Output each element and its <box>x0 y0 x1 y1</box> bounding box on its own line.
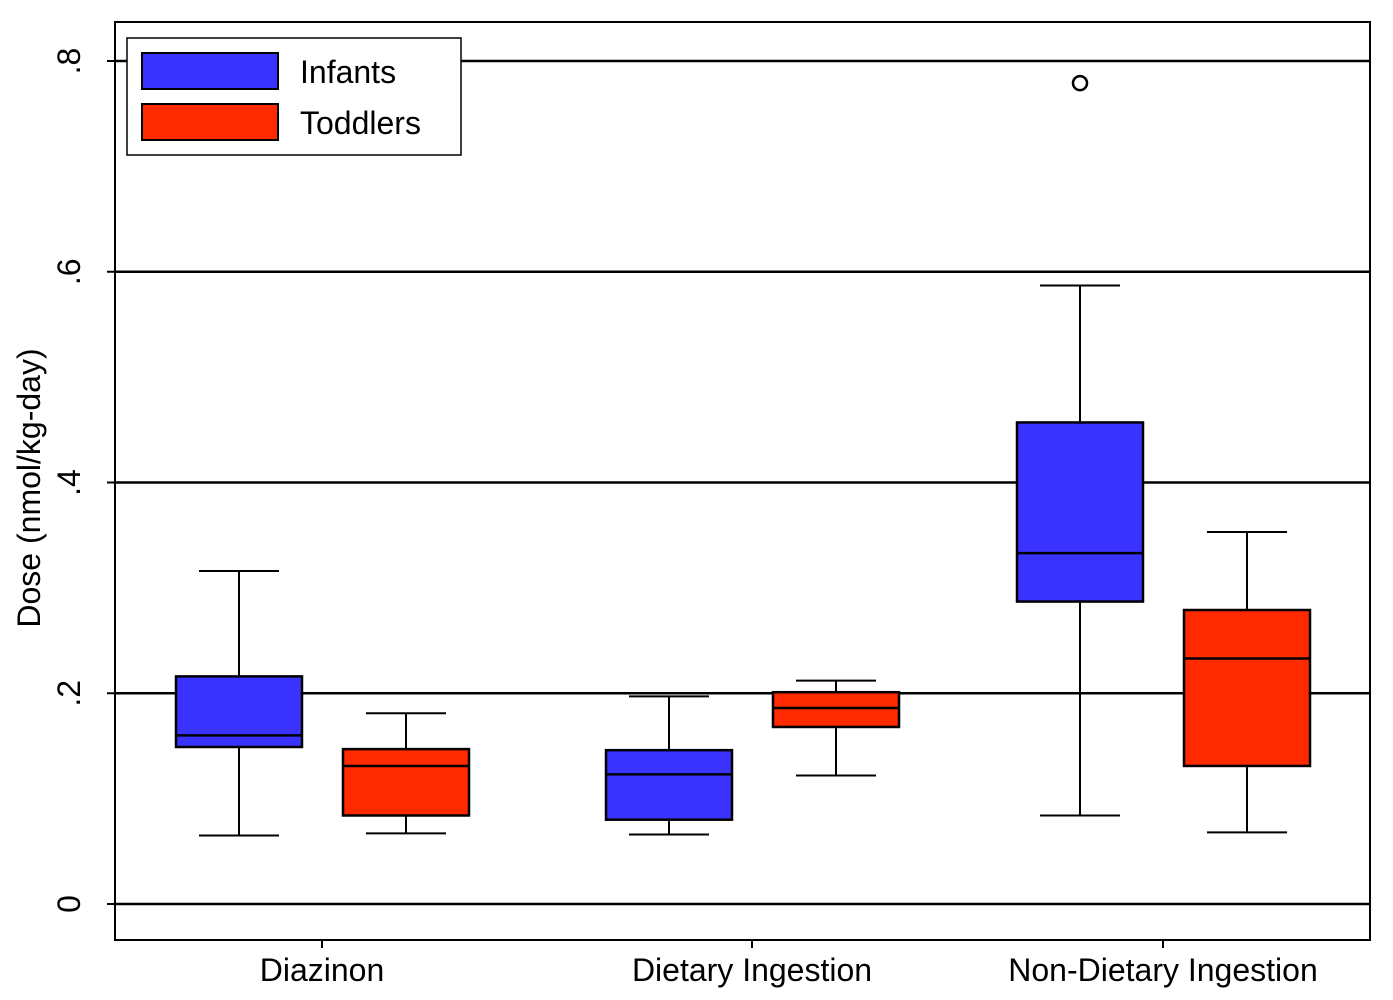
box-toddlers-1 <box>771 679 901 777</box>
y-tick-label-3: .6 <box>51 258 87 285</box>
x-category-label-0: Diazinon <box>260 952 385 988</box>
y-tick-label-2: .4 <box>51 469 87 496</box>
iqr-box <box>1182 608 1312 768</box>
legend-swatch-toddlers <box>141 103 279 141</box>
outlier-point-0 <box>1071 74 1089 92</box>
box-toddlers-2 <box>1182 531 1312 834</box>
box-infants-2 <box>1015 74 1145 817</box>
y-axis-ticks: 0 .2 .4 .6 .8 <box>51 48 115 913</box>
y-axis-label: Dose (nmol/kg-day) <box>11 348 47 627</box>
y-tick-label-1: .2 <box>51 680 87 707</box>
legend-swatch-infants <box>141 52 279 90</box>
x-axis-category-labels: Diazinon Dietary Ingestion Non-Dietary Ing… <box>260 940 1318 988</box>
y-tick-label-4: .8 <box>51 48 87 75</box>
box-infants-0 <box>174 570 304 837</box>
legend: Infants Toddlers <box>126 37 462 156</box>
box-infants-1 <box>604 695 734 836</box>
iqr-box <box>1015 421 1145 603</box>
iqr-box <box>341 747 471 817</box>
x-category-label-2: Non-Dietary Ingestion <box>1008 952 1317 988</box>
iqr-box <box>771 690 901 729</box>
x-category-label-1: Dietary Ingestion <box>632 952 872 988</box>
y-tick-label-0: 0 <box>51 895 87 913</box>
legend-label-infants: Infants <box>300 54 396 90</box>
box-toddlers-0 <box>341 712 471 835</box>
boxes <box>174 74 1312 837</box>
iqr-box <box>604 748 734 821</box>
plot-area <box>114 21 1371 941</box>
legend-label-toddlers: Toddlers <box>300 105 421 141</box>
